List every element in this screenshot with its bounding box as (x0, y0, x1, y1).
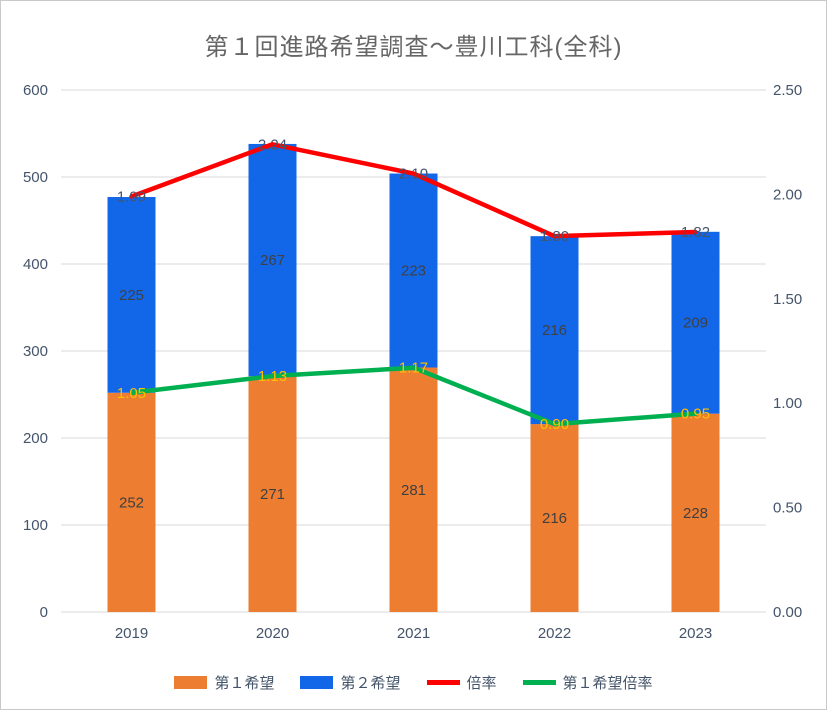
bar-segment-第２希望 (107, 197, 156, 393)
right-axis-tick-label: 0.50 (773, 500, 802, 517)
bar-segment-第１希望 (389, 367, 438, 612)
line-data-label: 2.10 (399, 166, 428, 183)
right-axis-tick-label: 1.50 (773, 291, 802, 308)
line-data-label: 1.17 (399, 360, 428, 377)
bar-data-label: 271 (260, 486, 285, 503)
line-data-label: 1.05 (117, 385, 146, 402)
line-data-label: 1.99 (117, 188, 146, 205)
chart-title: 第１回進路希望調査～豊川工科(全科) (204, 34, 623, 61)
left-axis-tick-label: 200 (23, 430, 48, 447)
legend-item-0: 第１希望 (174, 672, 274, 693)
x-axis-category-label: 2019 (115, 625, 148, 642)
line-series-第１希望倍率 (129, 365, 698, 427)
legend-bar-swatch (174, 676, 208, 689)
legend-label: 第２希望 (340, 675, 401, 692)
legend-bar-swatch (300, 676, 334, 689)
bar-segment-第２希望 (389, 173, 438, 368)
bar-data-label: 223 (401, 263, 426, 280)
right-axis-tick-label: 2.00 (773, 186, 802, 203)
bar-data-label: 281 (401, 482, 426, 499)
legend-label: 倍率 (466, 675, 497, 692)
left-axis-tick-label: 400 (23, 256, 48, 273)
left-axis-tick-label: 300 (23, 343, 48, 360)
legend-label: 第１希望 (214, 675, 275, 692)
line-data-label: 1.80 (540, 228, 569, 245)
bar-data-label: 225 (119, 287, 144, 304)
right-axis-tick-label: 1.00 (773, 395, 802, 412)
left-axis-tick-label: 500 (23, 169, 48, 186)
bar-segment-第１希望 (107, 392, 156, 612)
bar-segment-第２希望 (248, 143, 297, 377)
bar-data-label: 267 (260, 252, 285, 269)
legend-label: 第１希望倍率 (562, 675, 653, 692)
left-axis-tick-label: 0 (40, 604, 48, 621)
right-axis-tick-label: 0.00 (773, 604, 802, 621)
x-axis-category-label: 2022 (538, 625, 571, 642)
legend-item-1: 第２希望 (300, 672, 401, 693)
line-data-label: 1.13 (258, 368, 287, 385)
left-axis-tick-label: 600 (23, 82, 48, 99)
right-axis-tick-label: 2.50 (773, 82, 802, 99)
bar-segment-第１希望 (248, 376, 297, 612)
left-axis-tick-label: 100 (23, 517, 48, 534)
line-data-label: 2.24 (258, 136, 287, 153)
line-series-倍率 (129, 142, 698, 239)
bar-segment-第２希望 (530, 236, 579, 425)
bar-data-label: 216 (542, 322, 567, 339)
x-axis-category-label: 2021 (397, 625, 430, 642)
line-data-label: 1.82 (681, 224, 710, 241)
legend-line-swatch (426, 680, 460, 685)
legend-item-2: 倍率 (426, 672, 497, 693)
x-axis-category-label: 2023 (679, 625, 712, 642)
x-axis-category-label: 2020 (256, 625, 289, 642)
legend-line-swatch (522, 680, 556, 685)
bar-segment-第１希望 (530, 424, 579, 612)
bar-data-label: 209 (683, 315, 708, 332)
line-data-label: 0.90 (540, 416, 569, 433)
line-data-label: 0.95 (681, 406, 710, 423)
bar-data-label: 252 (119, 494, 144, 511)
bar-data-label: 216 (542, 510, 567, 527)
legend-item-3: 第１希望倍率 (522, 672, 653, 693)
bar-segment-第２希望 (671, 231, 720, 414)
chart-legend: 第１希望 第２希望 倍率 第１希望倍率 (1, 672, 826, 693)
bar-data-label: 228 (683, 505, 708, 522)
bar-segment-第１希望 (671, 413, 720, 612)
